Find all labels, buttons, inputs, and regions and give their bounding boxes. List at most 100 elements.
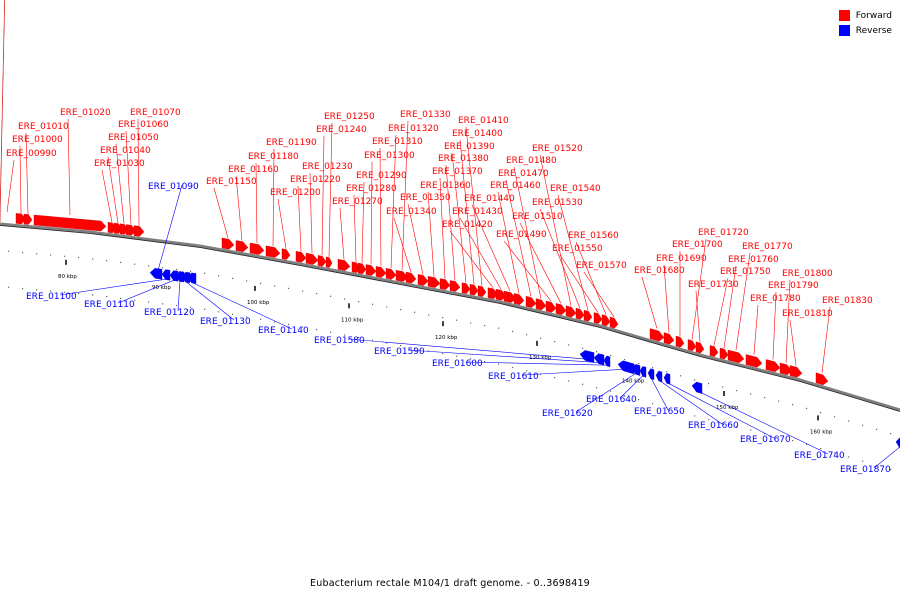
gene-arrow-forward: [317, 255, 327, 267]
gene-arrow-forward: [357, 262, 367, 275]
gene-leader-line: [583, 271, 615, 318]
scale-dot: [78, 292, 80, 295]
gene-leader-line: [821, 306, 831, 373]
gene-label: ERE_01490: [496, 230, 547, 240]
scale-dot: [386, 306, 388, 308]
scale-dot: [722, 422, 724, 424]
scale-dot: [680, 411, 682, 413]
gene-leader-line: [663, 264, 670, 333]
gene-arrow-reverse: [691, 381, 703, 394]
scale-dot: [582, 383, 584, 385]
gene-arrow-reverse: [175, 271, 185, 283]
scale-dot: [806, 443, 808, 445]
gene-label: ERE_01270: [332, 197, 383, 207]
gene-label: ERE_01010: [18, 122, 69, 132]
scale-dot: [92, 294, 94, 296]
gene-leader-line: [107, 156, 119, 224]
scale-dot: [260, 318, 262, 320]
scale-dot: [806, 407, 808, 409]
tick-label: 110 kbp: [341, 317, 364, 323]
scale-dot: [92, 258, 94, 260]
gene-label: ERE_01800: [782, 269, 833, 279]
scale-dot: [540, 337, 542, 339]
gene-label: ERE_01570: [576, 261, 627, 271]
gene-label: ERE_01760: [728, 255, 779, 265]
scale-dot: [526, 370, 528, 372]
scale-dot: [134, 299, 136, 301]
gene-leader-line: [471, 204, 511, 292]
gene-label: ERE_01040: [100, 146, 151, 156]
gene-arrow-forward: [449, 280, 461, 292]
gene-arrow-forward: [675, 335, 685, 348]
gene-leader-line: [519, 222, 562, 304]
gene-leader-line: [641, 276, 658, 329]
gene-arrow-forward: [305, 252, 319, 265]
gene-arrow-reverse: [663, 373, 671, 385]
gene-label: ERE_01020: [60, 108, 111, 118]
gene-leader-line: [650, 377, 669, 411]
gene-arrow-reverse: [895, 437, 900, 449]
gene-arrow-forward: [221, 237, 235, 250]
gene-arrow-forward: [815, 372, 829, 386]
scale-dot: [176, 304, 178, 307]
scale-dot: [78, 256, 80, 259]
gene-arrow-forward: [477, 285, 487, 297]
gene-label: ERE_01140: [258, 326, 309, 336]
gene-leader-line: [347, 338, 588, 360]
gene-label: ERE_00990: [6, 149, 57, 159]
scale-dot: [372, 303, 374, 305]
gene-label: ERE_01540: [550, 184, 601, 194]
scale-dot: [288, 287, 290, 289]
gene-leader-line: [328, 122, 333, 257]
scale-dot: [442, 317, 444, 319]
gene-leader-line: [277, 198, 287, 249]
scale-dot: [596, 387, 598, 389]
legend-reverse-label: Reverse: [855, 25, 892, 36]
gene-arrow-forward: [649, 328, 665, 342]
gene-arrow-forward: [565, 305, 577, 318]
gene-leader-line: [137, 118, 140, 226]
scale-dot: [848, 420, 850, 422]
scale-dot: [22, 288, 24, 290]
gene-leader-line: [658, 379, 723, 425]
scale-dot: [722, 386, 724, 388]
gene-arrow-forward: [727, 349, 745, 364]
gene-arrow-forward: [555, 303, 567, 316]
scale-dot: [120, 261, 122, 263]
gene-leader-line: [401, 120, 409, 271]
scale-dot: [750, 429, 752, 431]
gene-arrow-forward: [765, 359, 781, 373]
scale-dot: [610, 354, 612, 357]
gene-leader-line: [59, 278, 167, 296]
scale-dot: [764, 433, 766, 435]
gene-arrow-forward: [417, 274, 429, 286]
scale-dot: [330, 295, 332, 297]
gene-arrow-forward: [575, 307, 585, 320]
gene-label: ERE_01580: [314, 336, 365, 346]
scale-dot: [162, 267, 164, 269]
gene-leader-line: [255, 162, 258, 244]
gene-label: ERE_01320: [388, 124, 439, 134]
scale-dot: [400, 345, 402, 347]
scale-dot: [764, 397, 766, 399]
gene-label: ERE_01590: [374, 347, 425, 357]
scale-dot: [134, 263, 136, 265]
tick-label: 90 kbp: [152, 285, 171, 291]
scale-dot: [358, 301, 360, 303]
gene-leader-line: [213, 187, 229, 239]
scale-dot: [512, 330, 514, 333]
gene-leader-line: [753, 304, 759, 355]
scale-dot: [638, 399, 640, 401]
gene-leader-line: [353, 194, 357, 262]
scale-dot: [736, 426, 738, 428]
gene-arrow-reverse: [647, 368, 655, 380]
gene-leader-line: [575, 241, 607, 315]
gene-label: ERE_01340: [386, 207, 437, 217]
gene-arrow-reverse: [593, 353, 605, 366]
gene-label: ERE_01180: [248, 152, 299, 162]
gene-leader-line: [321, 135, 325, 256]
gene-leader-line: [465, 126, 483, 286]
scale-dot: [386, 342, 388, 344]
gene-leader-line: [873, 446, 900, 469]
